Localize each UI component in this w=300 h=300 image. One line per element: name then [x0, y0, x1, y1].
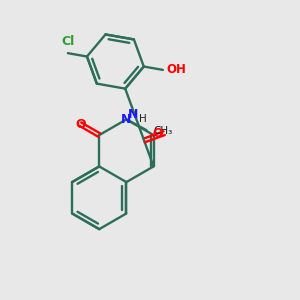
- Text: O: O: [75, 118, 86, 130]
- Text: H: H: [139, 114, 147, 124]
- Text: O: O: [152, 127, 163, 140]
- Text: OH: OH: [167, 63, 186, 76]
- Text: CH₃: CH₃: [153, 126, 172, 136]
- Text: Cl: Cl: [61, 35, 74, 48]
- Text: N: N: [128, 108, 138, 121]
- Text: N: N: [121, 113, 132, 126]
